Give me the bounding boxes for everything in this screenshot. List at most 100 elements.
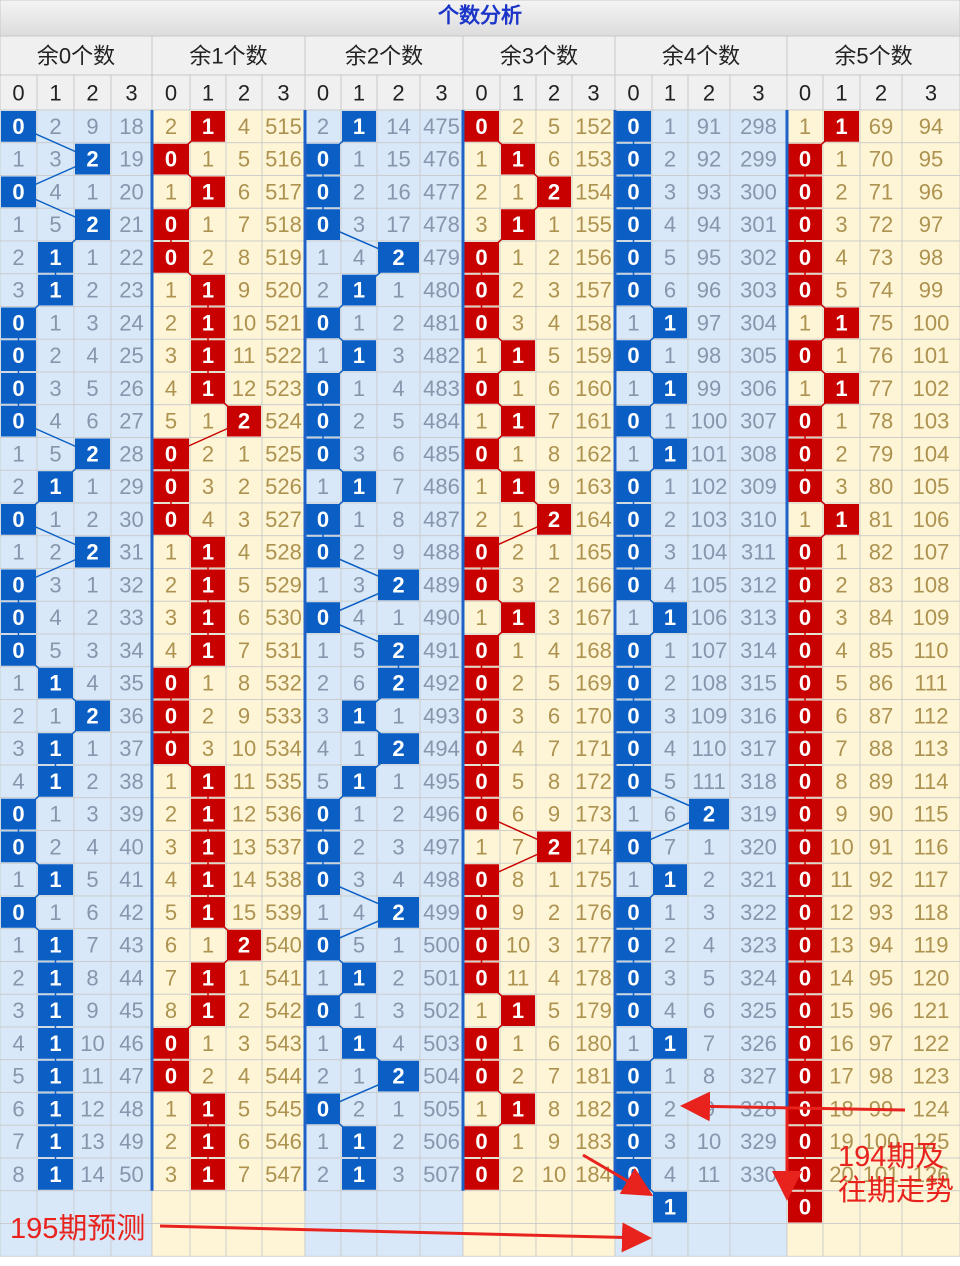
cell-value: 2 <box>165 802 177 827</box>
cell <box>687 862 731 897</box>
cell-value: 516 <box>265 147 302 172</box>
cell-value: 1 <box>835 343 847 368</box>
cell-value: 1 <box>317 965 329 990</box>
cell-value: 24 <box>119 310 143 335</box>
cell-value: 12 <box>232 802 256 827</box>
cell-value: 491 <box>423 638 460 663</box>
cell-value: 1 <box>835 147 847 172</box>
cell <box>340 830 378 864</box>
cell-value: 4 <box>392 867 404 892</box>
cell <box>419 895 464 930</box>
cell-value: 113 <box>913 736 948 761</box>
cell-value: 174 <box>575 834 612 859</box>
cell <box>687 1059 731 1093</box>
hit-value: 1 <box>512 998 524 1023</box>
cell <box>901 764 960 799</box>
cell-value: 1 <box>165 540 177 565</box>
cell <box>110 1223 153 1257</box>
cell-value: 105 <box>913 474 950 499</box>
cell <box>225 437 263 471</box>
cell <box>859 338 903 373</box>
cell <box>376 207 421 242</box>
cell-value: 2 <box>49 834 61 859</box>
cell-value: 86 <box>869 671 893 696</box>
cell <box>901 1059 960 1093</box>
cell-value: 488 <box>423 540 460 565</box>
cell-value: 159 <box>575 343 612 368</box>
cell-value: 1 <box>317 572 329 597</box>
cell <box>261 502 306 537</box>
cell <box>822 895 861 930</box>
cell-value: 11 <box>507 965 530 990</box>
cell <box>340 502 378 537</box>
cell-value: 42 <box>119 900 143 925</box>
cell <box>571 535 616 569</box>
cell <box>687 1190 731 1224</box>
hit-value: 1 <box>202 638 214 663</box>
hit-value: 2 <box>703 802 715 827</box>
cell-value: 4 <box>664 1162 676 1187</box>
cell-value: 6 <box>548 147 560 172</box>
hit-value: 0 <box>627 1129 639 1154</box>
cell-value: 7 <box>664 834 676 859</box>
cell-value: 542 <box>265 998 302 1023</box>
cell-value: 2 <box>512 1064 524 1089</box>
cell <box>499 1223 537 1257</box>
cell-value: 5 <box>392 409 404 434</box>
cell <box>151 1157 191 1192</box>
hit-value: 0 <box>12 802 24 827</box>
cell <box>687 469 731 504</box>
cell-value: 166 <box>575 572 612 597</box>
hit-value: 0 <box>627 343 639 368</box>
group-header: 余0个数 <box>37 44 115 69</box>
cell-value: 481 <box>423 310 460 335</box>
cell-value: 18 <box>119 114 143 139</box>
cell-value: 1 <box>392 769 404 794</box>
hit-value: 1 <box>512 409 524 434</box>
table-title: 个数分析 <box>438 4 522 28</box>
cell <box>151 404 191 438</box>
cell-value: 41 <box>119 867 143 892</box>
cell <box>901 731 960 766</box>
cell-value: 1 <box>202 409 214 434</box>
cell <box>340 1190 378 1224</box>
col-header: 0 <box>165 81 177 106</box>
hit-value: 0 <box>165 1064 177 1089</box>
cell-value: 529 <box>265 572 302 597</box>
cell-value: 1 <box>475 834 487 859</box>
group-header: 余2个数 <box>345 44 423 69</box>
cell-value: 5 <box>353 933 365 958</box>
cell-value: 2 <box>353 540 365 565</box>
cell <box>73 797 112 831</box>
cell-value: 106 <box>691 605 728 630</box>
cell-value: 2 <box>548 572 560 597</box>
cell <box>36 895 75 930</box>
cell <box>571 993 616 1028</box>
cell <box>901 993 960 1028</box>
col-header: 1 <box>49 81 61 106</box>
cell-value: 14 <box>386 114 410 139</box>
cell <box>901 1223 960 1257</box>
hit-value: 1 <box>664 376 676 401</box>
cell-value: 310 <box>740 507 777 532</box>
cell-value: 4 <box>86 671 98 696</box>
cell-value: 102 <box>691 474 728 499</box>
cell-value: 163 <box>575 474 612 499</box>
cell-value: 9 <box>548 1129 560 1154</box>
hit-value: 1 <box>49 1064 61 1089</box>
cell-value: 3 <box>512 310 524 335</box>
cell-value: 9 <box>238 278 250 303</box>
hit-value: 0 <box>12 900 24 925</box>
cell <box>225 469 263 504</box>
cell <box>376 404 421 438</box>
cell <box>73 240 112 275</box>
cell-value: 108 <box>913 572 950 597</box>
cell-value: 1 <box>12 147 24 172</box>
cell-value: 101 <box>691 441 728 466</box>
hit-value: 0 <box>627 900 639 925</box>
cell-value: 12 <box>232 376 256 401</box>
cell-value: 1 <box>835 409 847 434</box>
cell-value: 161 <box>575 409 612 434</box>
cell-value: 5 <box>353 638 365 663</box>
cell <box>151 109 191 144</box>
